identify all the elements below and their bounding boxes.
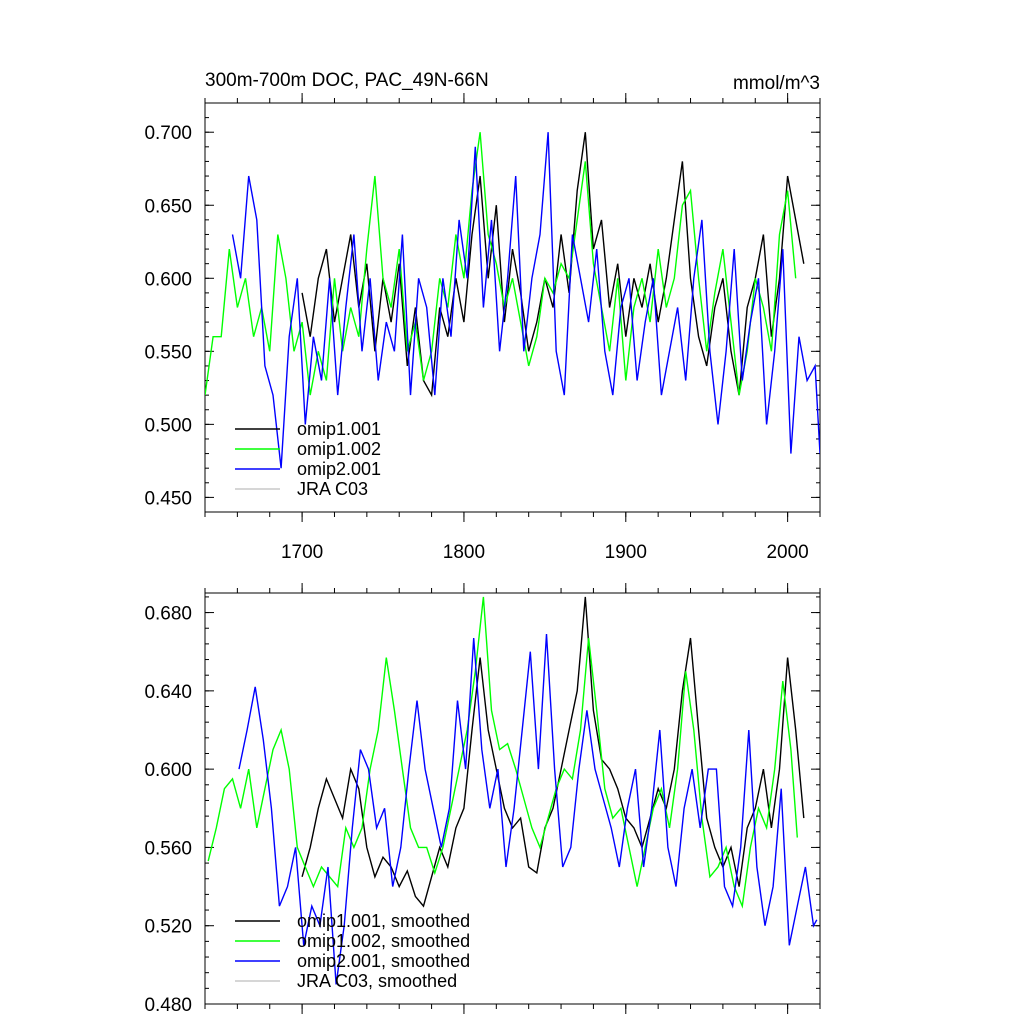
panel-2: 0.480 0.520 0.560 0.600 0.640 0.680 omip1.001,… (144, 583, 821, 1016)
legend-label: omip2.001, smoothed (297, 951, 470, 971)
y-tick-label: 0.640 (144, 682, 192, 703)
chart-title: 300m-700m DOC, PAC_49N-66N (205, 70, 489, 91)
x-tick-label: 2000 (766, 542, 808, 563)
y-tick-label: 0.600 (144, 760, 192, 781)
plot-frame (204, 592, 821, 1005)
units-label: mmol/m^3 (733, 73, 820, 94)
series-line-2 (205, 132, 797, 396)
legend-label: omip2.001 (297, 459, 381, 479)
series-line-2 (207, 596, 798, 909)
x-tick-label: 1800 (443, 542, 485, 563)
y-tick-label: 0.600 (144, 269, 192, 290)
legend-label: JRA C03, smoothed (297, 971, 457, 991)
legend-label: omip1.002 (297, 439, 381, 459)
y-tick-label: 0.500 (144, 415, 192, 436)
series-line-1 (301, 132, 805, 398)
legend-label: omip1.001, smoothed (297, 911, 470, 931)
y-tick-label: 0.520 (144, 917, 192, 938)
panel-1: 0.450 0.500 0.550 0.600 0.650 0.700 1700 1800 19… (144, 70, 821, 563)
series-line-3 (231, 132, 820, 469)
y-tick-label: 0.480 (144, 995, 192, 1016)
x-tick-label: 1700 (281, 542, 323, 563)
y-tick-label: 0.560 (144, 838, 192, 859)
y-tick-label: 0.700 (144, 123, 192, 144)
y-tick-label: 0.680 (144, 604, 192, 625)
series-line-3 (238, 634, 818, 985)
y-tick-label: 0.450 (144, 488, 192, 509)
y-tick-label: 0.650 (144, 196, 192, 217)
legend-label: omip1.001 (297, 419, 381, 439)
legend-label: JRA C03 (297, 479, 368, 499)
legend-label: omip1.002, smoothed (297, 931, 470, 951)
x-tick-label: 1900 (605, 542, 647, 563)
y-tick-label: 0.550 (144, 342, 192, 363)
